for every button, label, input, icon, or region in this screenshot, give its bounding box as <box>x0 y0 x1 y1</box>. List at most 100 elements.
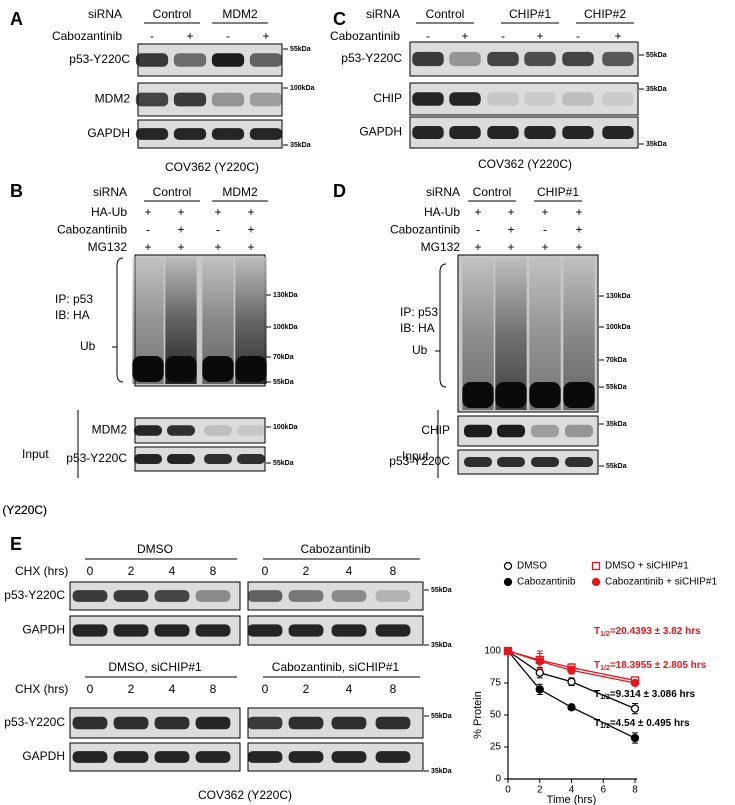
band <box>203 453 233 465</box>
sirna-label: siRNA <box>93 185 127 199</box>
sign: + <box>177 223 184 237</box>
half-life-subscript: 1/2 <box>600 723 610 730</box>
cell-line: COV362 (Y220C) <box>0 503 47 517</box>
band <box>154 751 190 763</box>
band <box>195 716 231 730</box>
data-point <box>567 677 576 686</box>
band <box>331 624 367 637</box>
sirna-label: siRNA <box>426 185 460 199</box>
ub-band <box>235 356 267 382</box>
band <box>72 590 108 602</box>
mw-marker: 55kDa <box>290 46 311 53</box>
band <box>564 424 594 438</box>
mw-marker: 100kDa <box>273 324 298 331</box>
band <box>375 590 411 602</box>
blot-label: GAPDH <box>22 749 65 763</box>
time-label: 2 <box>303 682 310 696</box>
sign: + <box>214 240 221 254</box>
band <box>331 716 367 730</box>
band <box>412 51 444 67</box>
time-label: 4 <box>169 682 176 696</box>
group-label: MDM2 <box>222 7 258 21</box>
time-label: 4 <box>346 682 353 696</box>
band <box>331 590 367 602</box>
band <box>487 92 519 106</box>
group-label: Cabozantinib, siCHIP#1 <box>272 660 400 674</box>
mw-marker: 55kDa <box>606 384 627 391</box>
band <box>412 92 444 106</box>
mw-marker: 55kDa <box>431 713 452 720</box>
mw-marker: 35kDa <box>431 768 452 775</box>
data-point <box>503 646 513 656</box>
blot-label: p53-Y220C <box>341 51 402 65</box>
y-axis-label: % Protein <box>472 691 484 739</box>
sign: + <box>536 29 543 43</box>
band <box>530 456 560 468</box>
blot-label: GAPDH <box>22 623 65 637</box>
band <box>487 125 519 140</box>
sign: + <box>474 205 481 219</box>
blot-label: p53-Y220C <box>66 451 127 465</box>
time-label: 0 <box>87 564 94 578</box>
band <box>133 453 163 465</box>
data-point <box>630 733 640 743</box>
x-axis-label: Time (hrs) <box>547 794 597 805</box>
sirna-label: siRNA <box>366 7 400 21</box>
band <box>247 751 283 763</box>
band <box>375 624 411 637</box>
sign: - <box>150 29 154 43</box>
sign: + <box>541 240 548 254</box>
group-label: Control <box>426 7 465 21</box>
legend-symbol <box>503 561 513 571</box>
x-tick-label: 8 <box>632 785 638 796</box>
band <box>247 590 283 602</box>
sign: - <box>226 29 230 43</box>
x-tick-label: 4 <box>569 785 575 796</box>
x-tick-label: 2 <box>537 785 543 796</box>
sign: + <box>262 29 269 43</box>
legend-label: DMSO + siCHIP#1 <box>605 561 689 572</box>
group-label: Control <box>473 185 512 199</box>
half-life-value: =18.3955 ± 2.805 hrs <box>610 660 707 671</box>
band <box>135 128 169 140</box>
band <box>288 590 324 602</box>
band <box>602 51 634 67</box>
ib-label: IB: HA <box>400 321 435 335</box>
sign: + <box>474 240 481 254</box>
mw-marker: 55kDa <box>646 52 667 59</box>
group-label: CHIP#2 <box>584 7 626 21</box>
mw-marker: 130kDa <box>273 292 298 299</box>
band <box>211 92 245 107</box>
blot-label: p53-Y220C <box>4 715 65 729</box>
half-life-symbol: T <box>594 626 600 637</box>
condition-label: MG132 <box>421 240 461 254</box>
sign: + <box>214 205 221 219</box>
time-label: 4 <box>346 564 353 578</box>
sign: - <box>476 223 480 237</box>
sign: + <box>177 205 184 219</box>
band <box>564 456 594 468</box>
half-life-value: =9.314 ± 3.086 hrs <box>610 689 696 700</box>
condition-label: HA-Ub <box>91 205 127 219</box>
chx-label: CHX (hrs) <box>15 682 68 696</box>
band <box>154 590 190 602</box>
band <box>496 456 526 468</box>
ub-label: Ub <box>412 343 428 357</box>
group-label: Control <box>153 7 192 21</box>
group-label: MDM2 <box>222 185 258 199</box>
band <box>133 425 163 436</box>
band <box>195 624 231 637</box>
band <box>203 425 233 436</box>
band <box>496 424 526 438</box>
panel-label: B <box>10 181 23 201</box>
half-life-value: =4.54 ± 0.495 hrs <box>610 718 690 729</box>
sign: - <box>216 223 220 237</box>
series-line <box>507 650 636 710</box>
data-point <box>535 685 544 694</box>
mw-marker: 100kDa <box>273 424 298 431</box>
ub-band <box>495 382 527 408</box>
input-label: Input <box>22 447 49 461</box>
x-tick-label: 0 <box>505 785 511 796</box>
mw-marker: 100kDa <box>606 324 631 331</box>
band <box>562 92 594 106</box>
